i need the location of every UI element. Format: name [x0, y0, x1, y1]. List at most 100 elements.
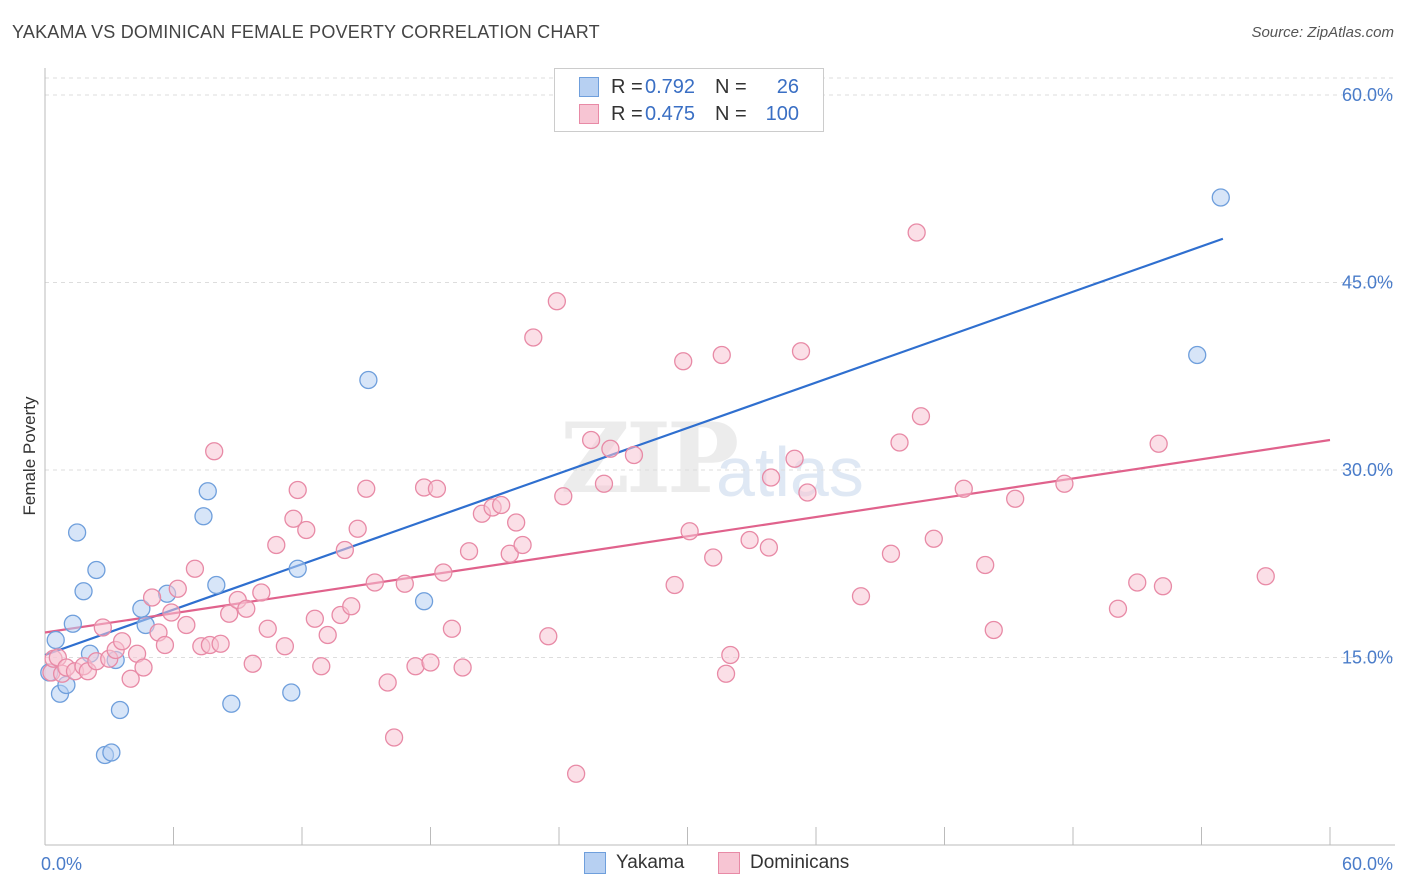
dominicans-point — [318, 625, 337, 645]
legend-swatch-yakama — [584, 852, 606, 874]
yakama-point — [46, 630, 65, 650]
dominicans-point — [721, 645, 740, 665]
dominicans-point — [93, 618, 112, 637]
dominicans-point — [911, 407, 931, 426]
data-points — [40, 188, 1275, 783]
dominicans-point — [624, 445, 644, 465]
legend-label-yakama: Yakama — [616, 852, 685, 873]
yakama-point — [87, 560, 106, 580]
legend-row-yakama: R = 0.792 N = 26 — [579, 75, 799, 99]
dominicans-point — [220, 604, 239, 623]
legend-swatch-yakama — [579, 77, 599, 97]
y-tick-label: 45.0% — [1342, 273, 1393, 293]
dominicans-point — [1055, 474, 1074, 493]
legend-n-value: 26 — [776, 75, 799, 98]
dominicans-point — [665, 575, 684, 595]
legend-item-dominicans: Dominicans — [718, 852, 849, 874]
dominicans-point — [442, 619, 462, 638]
stats-legend: R = 0.792 N = 26 R = 0.475 N = 100 — [554, 68, 824, 132]
dominicans-point — [275, 637, 295, 656]
yakama-point — [222, 694, 241, 713]
dominicans-point — [881, 544, 901, 563]
dominicans-point — [185, 559, 205, 578]
dominicans-point — [342, 597, 361, 616]
dominicans-point — [348, 519, 367, 538]
legend-r-value: 0.475 — [645, 102, 696, 125]
dominicans-point — [243, 654, 262, 673]
yakama-point — [67, 523, 87, 542]
dominicans-point — [453, 658, 472, 677]
legend-n-label: N = — [715, 75, 747, 98]
dominicans-point — [547, 292, 567, 311]
legend-r-label: R = — [611, 75, 643, 98]
dominicans-point — [162, 603, 181, 622]
yakama-point — [63, 614, 82, 633]
legend-r-value: 0.792 — [645, 75, 696, 98]
dominicans-point — [507, 513, 526, 532]
source-label: Source: ZipAtlas.com — [1251, 24, 1394, 41]
dominicans-point — [252, 583, 271, 602]
dominicans-point — [312, 657, 331, 676]
x-tick-label: 0.0% — [41, 854, 82, 874]
dominicans-point — [594, 474, 614, 493]
dominicans-point — [500, 544, 519, 563]
dominicans-point — [539, 627, 558, 646]
legend-row-dominicans: R = 0.475 N = 100 — [579, 102, 799, 126]
dominicans-point — [288, 480, 307, 500]
dominicans-point — [284, 509, 303, 528]
y-tick-label: 60.0% — [1342, 85, 1393, 105]
dominicans-point — [1006, 489, 1025, 508]
gridlines — [45, 77, 1395, 658]
dominicans-point — [976, 555, 995, 575]
y-tick-label: 15.0% — [1342, 648, 1393, 668]
dominicans-point — [554, 487, 573, 506]
dominicans-point — [406, 657, 425, 676]
dominicans-point — [112, 632, 132, 651]
yakama-point — [282, 683, 301, 702]
dominicans-point — [785, 449, 804, 468]
dominicans-point — [674, 352, 693, 371]
legend-r-label: R = — [611, 102, 643, 125]
yakama-point — [110, 700, 130, 720]
dominicans-point — [378, 673, 397, 692]
yakama-point — [194, 507, 213, 526]
dominicans-point — [237, 599, 256, 618]
dominicans-point — [427, 479, 447, 498]
dominicans-point — [798, 483, 817, 502]
yakama-point — [102, 743, 121, 762]
dominicans-point — [581, 430, 601, 450]
dominicans-point — [357, 479, 376, 498]
dominicans-point — [524, 328, 543, 347]
dominicans-point — [297, 520, 316, 540]
dominicans-point — [791, 342, 811, 361]
dominicans-point — [1149, 434, 1168, 453]
x-tick-label: 60.0% — [1342, 854, 1393, 874]
chart-title: YAKAMA VS DOMINICAN FEMALE POVERTY CORRE… — [12, 22, 600, 42]
legend-n-value: 100 — [765, 102, 799, 125]
yakama-point — [288, 559, 307, 578]
y-tick-label: 30.0% — [1342, 460, 1393, 480]
dominicans-point — [258, 619, 277, 638]
watermark-atlas: atlas — [716, 433, 864, 511]
dominicans-point — [459, 542, 479, 561]
dominicans-point — [680, 522, 699, 541]
dominicans-point — [1153, 577, 1173, 596]
dominicans-point — [761, 468, 781, 487]
dominicans-point — [954, 479, 973, 498]
legend-label-dominicans: Dominicans — [750, 852, 850, 873]
legend-swatch-dominicans — [718, 852, 740, 874]
yakama-point — [207, 575, 226, 595]
dominicans-point — [142, 588, 162, 607]
yakama-point — [198, 482, 217, 501]
dominicans-point — [395, 574, 414, 593]
dominicans-point — [492, 495, 511, 515]
dominicans-point — [601, 439, 620, 458]
legend-swatch-dominicans — [579, 104, 599, 124]
dominicans-point — [704, 548, 723, 567]
dominicans-point — [205, 442, 224, 461]
dominicans-point — [513, 535, 532, 555]
legend-item-yakama: Yakama — [584, 852, 684, 874]
dominicans-point — [890, 433, 909, 452]
dominicans-point — [984, 620, 1003, 640]
